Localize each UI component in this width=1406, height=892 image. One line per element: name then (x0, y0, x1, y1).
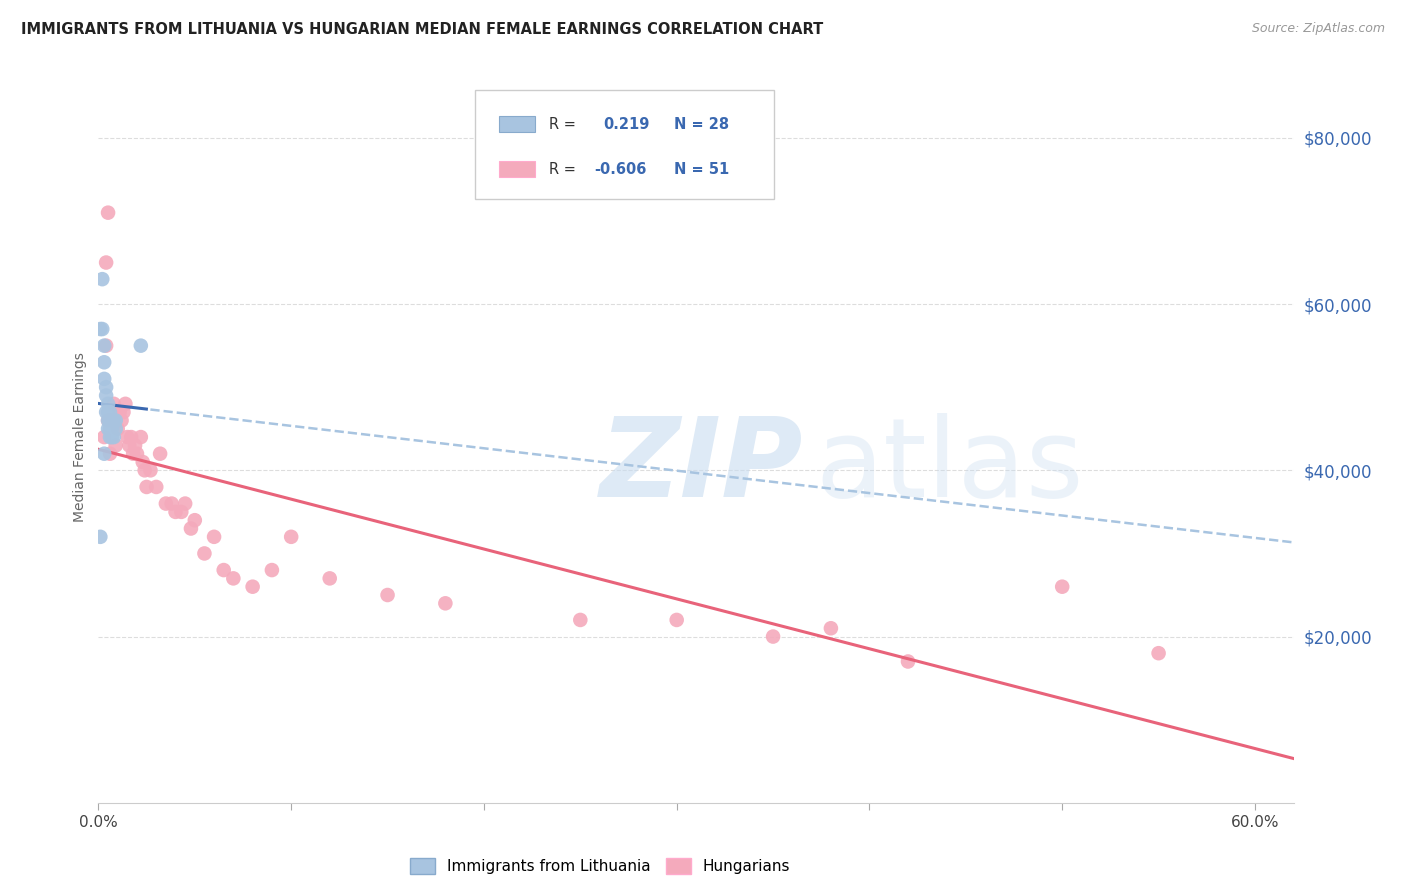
Point (98, 447, 121, 461)
Text: atlas: atlas (815, 413, 1084, 520)
Point (98, 405, 121, 419)
Point (242, 580, 264, 594)
Point (97, 405, 120, 419)
FancyBboxPatch shape (499, 116, 534, 132)
Point (98, 422, 121, 436)
Point (104, 413, 127, 427)
Point (222, 571, 245, 585)
Point (165, 505, 187, 519)
Point (434, 596, 457, 610)
Point (101, 422, 124, 436)
Point (89, 530, 111, 544)
Legend: Immigrants from Lithuania, Hungarians: Immigrants from Lithuania, Hungarians (404, 851, 797, 882)
Text: N = 28: N = 28 (675, 117, 730, 132)
Point (94, 338, 117, 352)
Point (762, 630, 785, 644)
Point (569, 613, 592, 627)
Point (122, 447, 145, 461)
Point (103, 413, 125, 427)
Point (193, 546, 215, 560)
Point (202, 530, 225, 544)
Point (180, 521, 202, 535)
Point (280, 530, 302, 544)
Point (97, 413, 120, 427)
Y-axis label: Median Female Earnings: Median Female Earnings (73, 352, 87, 522)
Point (93, 338, 115, 352)
Point (107, 422, 129, 436)
FancyBboxPatch shape (475, 90, 773, 200)
Point (101, 413, 124, 427)
Point (93, 447, 115, 461)
Point (98, 413, 121, 427)
Point (897, 655, 920, 669)
Point (114, 397, 136, 411)
Point (101, 413, 124, 427)
Point (212, 563, 235, 577)
Point (117, 430, 139, 444)
Point (94, 405, 117, 419)
Point (103, 397, 125, 411)
Point (98, 413, 121, 427)
Point (260, 563, 283, 577)
Text: Source: ZipAtlas.com: Source: ZipAtlas.com (1251, 22, 1385, 36)
Point (93, 355, 115, 369)
Point (97, 422, 120, 436)
Point (125, 447, 148, 461)
Point (104, 422, 127, 436)
Point (319, 571, 342, 585)
Point (174, 497, 197, 511)
Point (145, 480, 167, 494)
Point (160, 497, 183, 511)
Point (1050, 580, 1073, 594)
Text: N = 51: N = 51 (675, 161, 730, 177)
Text: ZIP: ZIP (600, 413, 804, 520)
Text: IMMIGRANTS FROM LITHUANIA VS HUNGARIAN MEDIAN FEMALE EARNINGS CORRELATION CHART: IMMIGRANTS FROM LITHUANIA VS HUNGARIAN M… (21, 22, 824, 37)
Point (134, 463, 156, 477)
Point (110, 413, 132, 427)
Point (129, 338, 152, 352)
Point (149, 447, 172, 461)
Point (1147, 646, 1170, 660)
Point (103, 430, 125, 444)
Point (97, 205, 120, 219)
Point (170, 505, 193, 519)
Point (94, 380, 117, 394)
Point (124, 438, 146, 452)
FancyBboxPatch shape (499, 161, 534, 178)
Point (91, 272, 114, 286)
Point (93, 372, 115, 386)
Point (94, 388, 117, 402)
Point (820, 621, 842, 635)
Point (94, 255, 117, 269)
Point (89, 322, 111, 336)
Point (97, 397, 120, 411)
Text: R =: R = (548, 117, 581, 132)
Point (93, 430, 115, 444)
Point (120, 430, 142, 444)
Point (91, 322, 114, 336)
Point (118, 438, 141, 452)
Point (129, 430, 152, 444)
Text: R =: R = (548, 161, 581, 177)
Point (155, 497, 177, 511)
Point (112, 405, 135, 419)
Point (101, 430, 124, 444)
Point (665, 613, 688, 627)
Text: 0.219: 0.219 (603, 117, 650, 132)
Point (98, 430, 121, 444)
Point (135, 480, 157, 494)
Point (132, 455, 155, 469)
Point (377, 588, 399, 602)
Point (184, 513, 207, 527)
Point (104, 438, 127, 452)
Point (97, 413, 120, 427)
Point (139, 463, 162, 477)
Text: -0.606: -0.606 (595, 161, 647, 177)
Point (108, 405, 131, 419)
